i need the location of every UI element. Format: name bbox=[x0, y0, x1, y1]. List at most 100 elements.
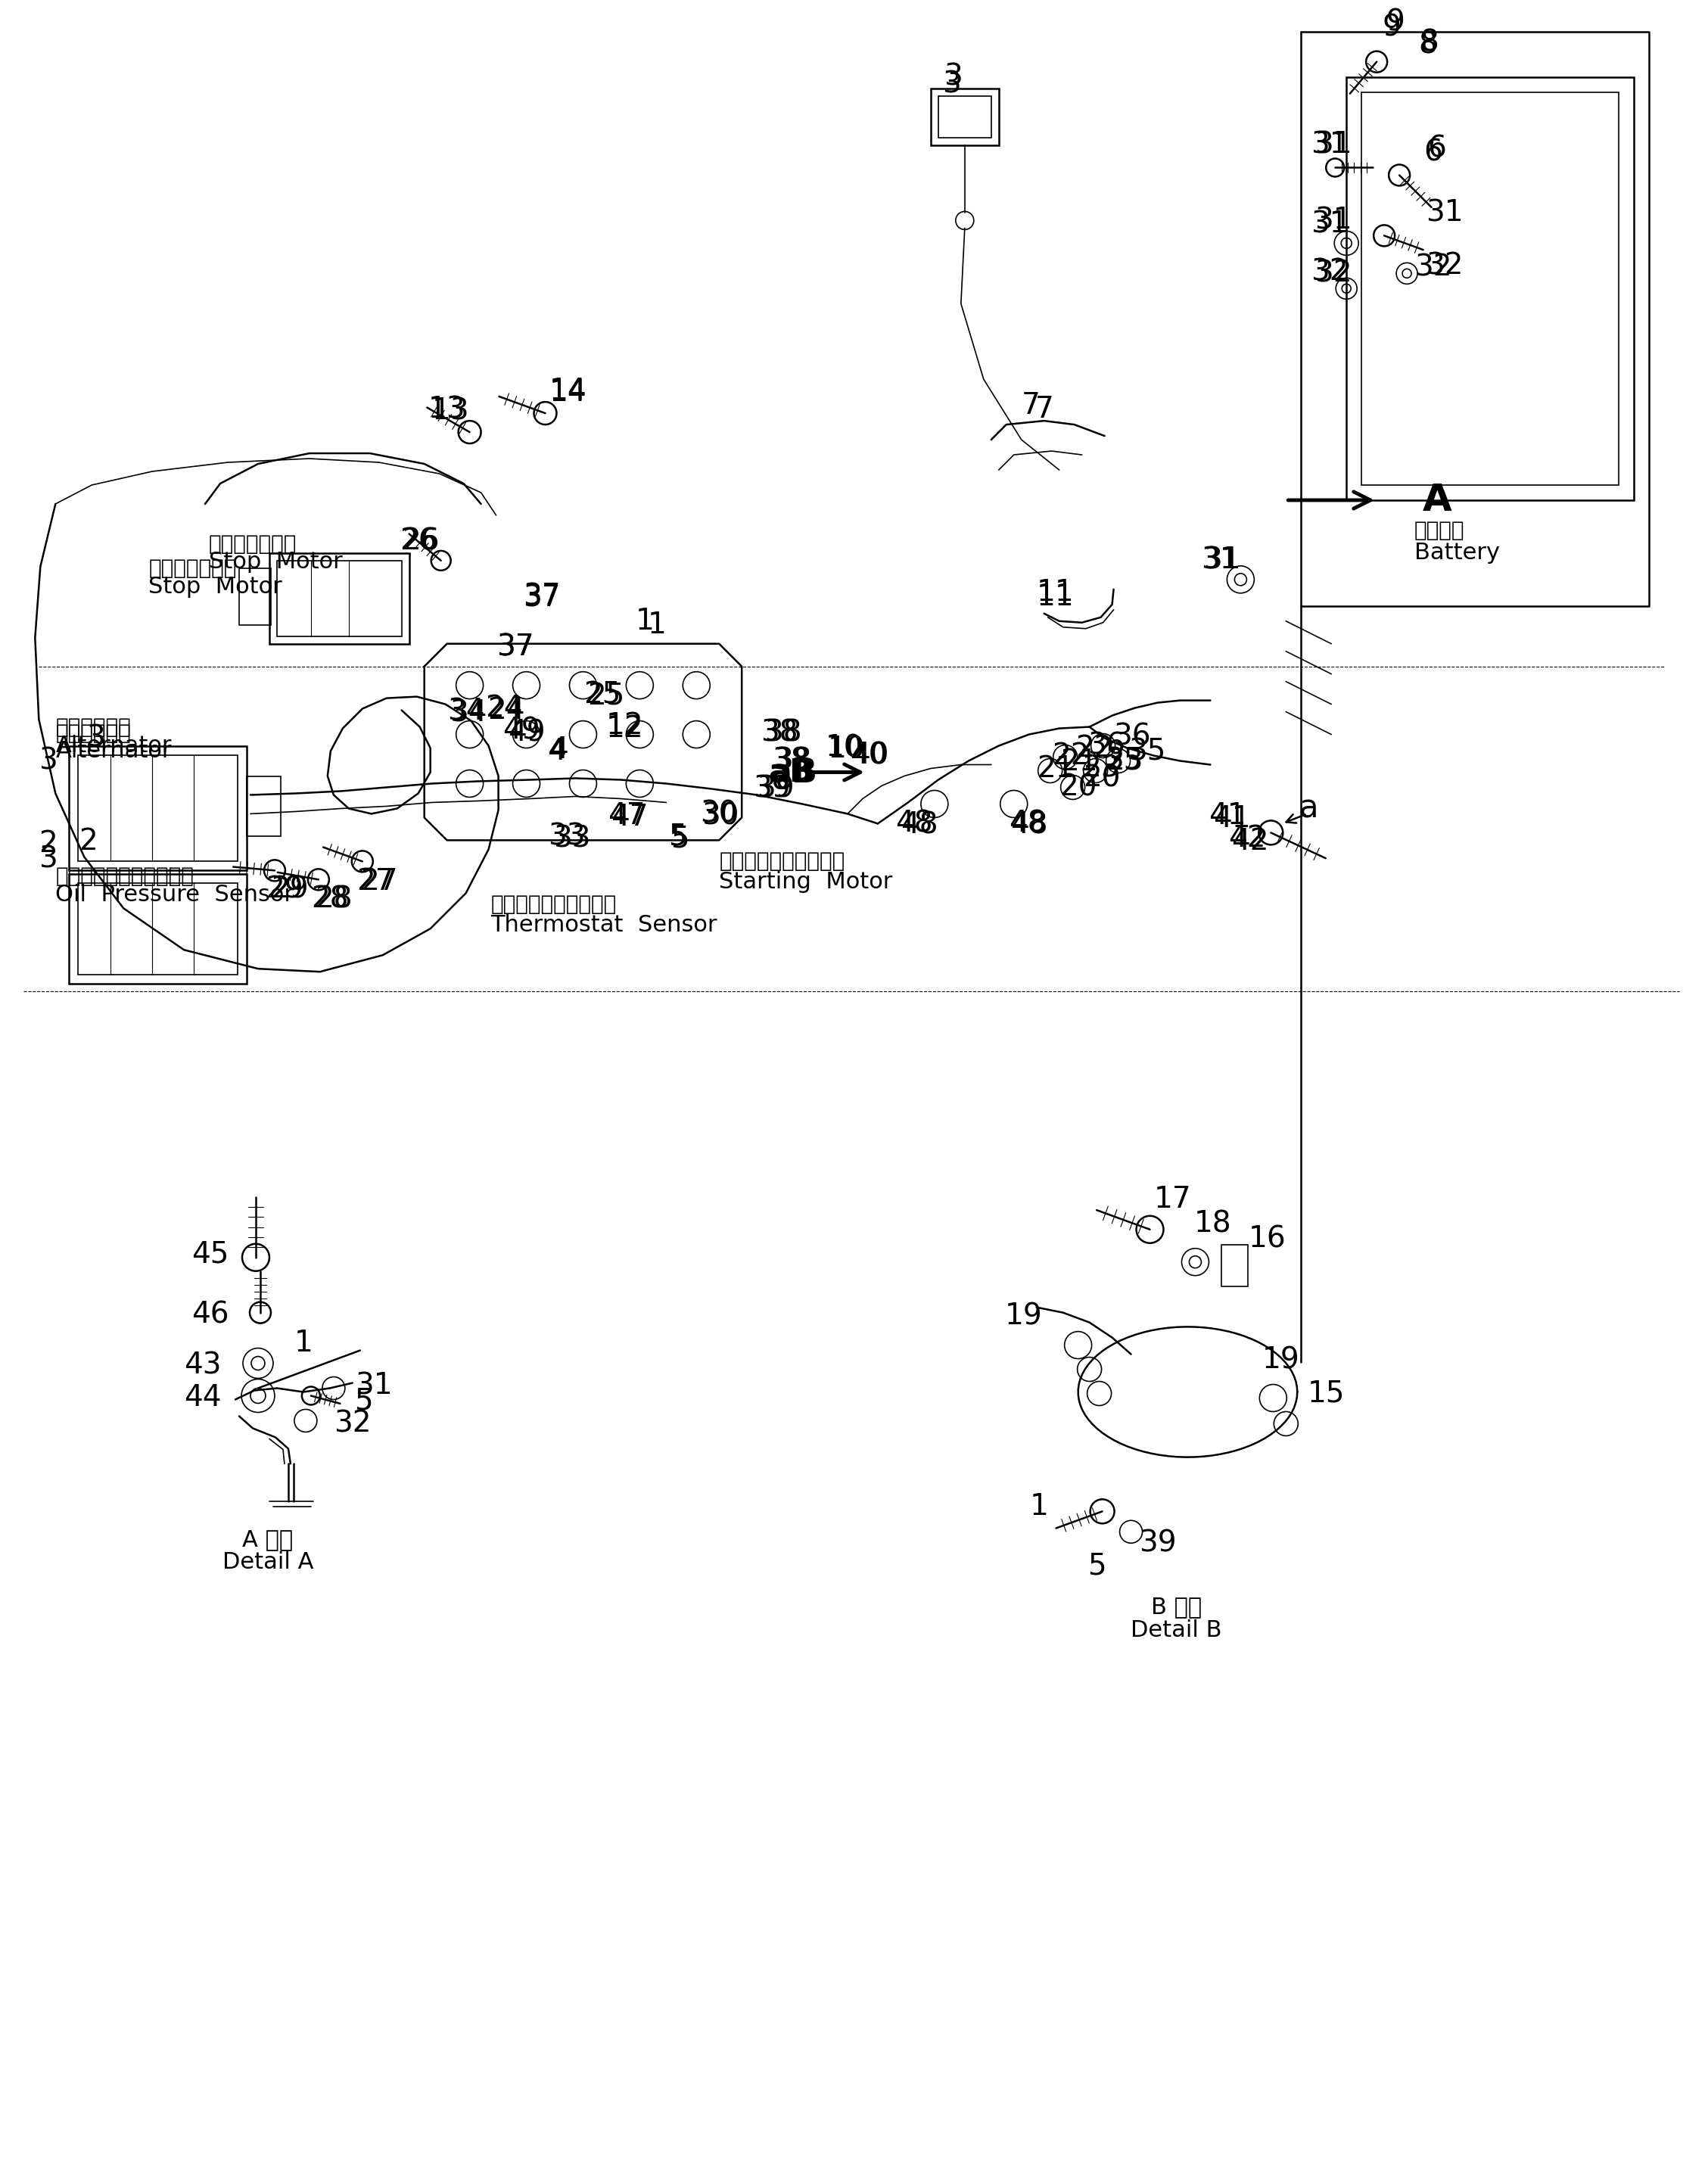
Text: 15: 15 bbox=[1307, 1379, 1344, 1407]
Text: 29: 29 bbox=[272, 875, 309, 903]
Text: Detail B: Detail B bbox=[1131, 1620, 1221, 1641]
Text: 35: 35 bbox=[1129, 738, 1165, 766]
Text: 32: 32 bbox=[1426, 252, 1464, 280]
Text: 1: 1 bbox=[635, 606, 654, 636]
Text: 16: 16 bbox=[1249, 1224, 1286, 1253]
Text: 9: 9 bbox=[1387, 9, 1406, 37]
Text: a: a bbox=[1300, 792, 1319, 825]
Text: 5: 5 bbox=[355, 1387, 372, 1415]
Text: 48: 48 bbox=[900, 810, 938, 840]
Text: 41: 41 bbox=[1213, 805, 1250, 834]
Text: 2: 2 bbox=[79, 827, 97, 855]
Text: 48: 48 bbox=[895, 810, 933, 838]
Text: 30: 30 bbox=[702, 801, 740, 831]
Text: 32: 32 bbox=[1315, 258, 1353, 289]
Text: 13: 13 bbox=[429, 395, 466, 423]
Text: Alternator: Alternator bbox=[55, 740, 171, 762]
Text: 13: 13 bbox=[432, 397, 470, 426]
Text: 31: 31 bbox=[1312, 130, 1349, 158]
Text: aB: aB bbox=[769, 756, 813, 788]
Text: 11: 11 bbox=[1037, 577, 1074, 606]
Text: 47: 47 bbox=[611, 803, 649, 831]
Text: 22: 22 bbox=[1052, 740, 1090, 771]
Text: Battery: Battery bbox=[1414, 543, 1500, 564]
Text: 3: 3 bbox=[85, 723, 104, 753]
Text: ストップモータ: ストップモータ bbox=[149, 558, 236, 580]
Text: 30: 30 bbox=[700, 799, 738, 827]
Text: 3: 3 bbox=[39, 747, 58, 775]
Text: 20: 20 bbox=[1059, 773, 1097, 801]
Text: 20: 20 bbox=[1083, 764, 1120, 792]
Bar bbox=[277, 560, 401, 636]
Text: 49: 49 bbox=[502, 716, 540, 745]
Text: 32: 32 bbox=[1312, 258, 1349, 287]
Text: ストップモータ: ストップモータ bbox=[208, 534, 297, 554]
Text: Oil  Pressure  Sensor: Oil Pressure Sensor bbox=[55, 884, 294, 905]
Text: 11: 11 bbox=[1037, 582, 1074, 612]
Text: 28: 28 bbox=[314, 886, 352, 914]
Text: 2: 2 bbox=[39, 829, 58, 858]
Bar bbox=[1221, 1244, 1249, 1285]
Text: 40: 40 bbox=[851, 740, 888, 771]
Text: 24: 24 bbox=[487, 697, 524, 725]
Text: 34: 34 bbox=[447, 697, 485, 725]
Bar bbox=[938, 96, 991, 137]
Text: 29: 29 bbox=[266, 875, 304, 903]
Text: 38: 38 bbox=[760, 719, 798, 747]
Text: サーモスタットセンサ: サーモスタットセンサ bbox=[490, 894, 617, 916]
Text: 10: 10 bbox=[827, 736, 864, 764]
Text: オルタネータ: オルタネータ bbox=[55, 716, 132, 738]
Text: 31: 31 bbox=[1426, 198, 1464, 228]
Text: 18: 18 bbox=[1194, 1209, 1231, 1240]
Bar bbox=[239, 569, 272, 625]
Text: 1: 1 bbox=[294, 1329, 313, 1357]
Bar bbox=[246, 775, 280, 836]
Text: 47: 47 bbox=[608, 801, 646, 831]
Text: 7: 7 bbox=[1021, 391, 1040, 419]
Text: 28: 28 bbox=[311, 886, 348, 914]
Bar bbox=[1346, 76, 1633, 499]
Text: 32: 32 bbox=[333, 1409, 371, 1437]
Text: Detail A: Detail A bbox=[222, 1550, 314, 1574]
Text: 35: 35 bbox=[1105, 747, 1143, 775]
Text: Stop  Motor: Stop Motor bbox=[149, 575, 282, 597]
Text: 21: 21 bbox=[1061, 747, 1098, 775]
Text: 37: 37 bbox=[497, 634, 535, 662]
Text: Alternator: Alternator bbox=[55, 734, 171, 758]
Text: 39: 39 bbox=[753, 775, 791, 803]
Text: 33: 33 bbox=[548, 823, 586, 851]
Text: 5: 5 bbox=[668, 823, 687, 851]
Text: スターティングモータ: スターティングモータ bbox=[719, 851, 845, 873]
Text: 19: 19 bbox=[1262, 1346, 1300, 1374]
Text: 44: 44 bbox=[184, 1383, 222, 1413]
Text: 27: 27 bbox=[357, 868, 395, 897]
Text: 7: 7 bbox=[1035, 395, 1054, 423]
Text: 49: 49 bbox=[507, 719, 545, 747]
Text: 8: 8 bbox=[1419, 28, 1438, 56]
Text: 6: 6 bbox=[1424, 139, 1443, 167]
Text: 12: 12 bbox=[606, 714, 644, 742]
Text: 1: 1 bbox=[647, 610, 666, 638]
Text: 23: 23 bbox=[1105, 747, 1143, 775]
Text: 48: 48 bbox=[1009, 810, 1047, 840]
Text: 36: 36 bbox=[1088, 732, 1126, 760]
Text: 25: 25 bbox=[588, 682, 625, 712]
Text: 1: 1 bbox=[1030, 1491, 1049, 1522]
Text: 43: 43 bbox=[184, 1350, 222, 1381]
Text: 37: 37 bbox=[523, 584, 560, 612]
Text: 3: 3 bbox=[39, 845, 58, 873]
Text: 19: 19 bbox=[1004, 1303, 1042, 1331]
Text: 48: 48 bbox=[1009, 810, 1047, 838]
Bar bbox=[931, 89, 999, 145]
Text: オイルプレッシャセンサ: オイルプレッシャセンサ bbox=[55, 866, 195, 888]
Text: 25: 25 bbox=[582, 682, 620, 710]
Text: 34: 34 bbox=[449, 699, 487, 727]
Text: 4: 4 bbox=[547, 736, 565, 766]
Text: 27: 27 bbox=[360, 868, 398, 897]
Text: 3: 3 bbox=[943, 69, 962, 100]
Bar bbox=[1361, 91, 1619, 484]
Text: 31: 31 bbox=[355, 1372, 393, 1400]
Text: 31: 31 bbox=[1201, 547, 1238, 575]
Text: 26: 26 bbox=[401, 528, 439, 556]
Text: 37: 37 bbox=[497, 634, 535, 662]
